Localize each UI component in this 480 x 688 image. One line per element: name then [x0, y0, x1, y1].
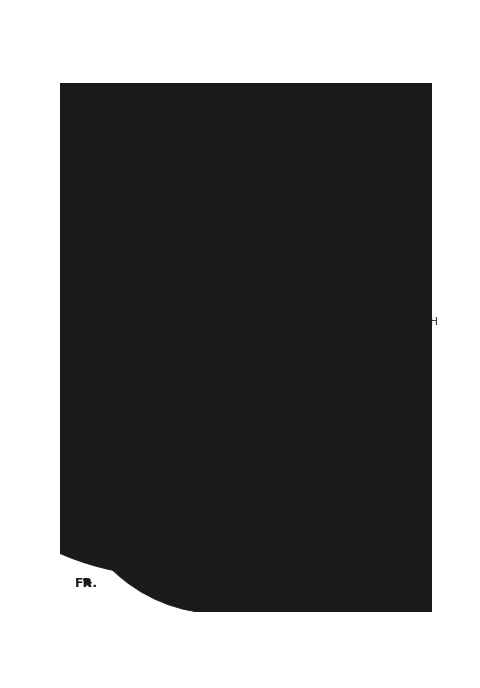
- Circle shape: [191, 167, 480, 506]
- Text: 1152AA: 1152AA: [85, 289, 126, 299]
- Polygon shape: [138, 316, 356, 329]
- Circle shape: [13, 92, 292, 369]
- Ellipse shape: [178, 361, 184, 365]
- Circle shape: [0, 142, 295, 451]
- Text: 22124B: 22124B: [163, 331, 204, 341]
- Ellipse shape: [210, 239, 215, 244]
- Polygon shape: [83, 579, 89, 586]
- Ellipse shape: [214, 362, 218, 365]
- Circle shape: [154, 155, 464, 463]
- Ellipse shape: [213, 361, 219, 365]
- Text: 1430JK: 1430JK: [156, 189, 192, 199]
- Text: 22126C: 22126C: [204, 313, 245, 323]
- Text: 21713A: 21713A: [316, 383, 356, 393]
- Ellipse shape: [277, 239, 281, 244]
- Circle shape: [15, 220, 325, 528]
- Text: 1170AA: 1170AA: [271, 469, 312, 479]
- Text: FR.: FR.: [75, 577, 98, 590]
- Circle shape: [38, 39, 480, 579]
- Polygon shape: [138, 329, 339, 422]
- Ellipse shape: [249, 361, 254, 365]
- Ellipse shape: [284, 361, 290, 365]
- Circle shape: [0, 175, 348, 560]
- Ellipse shape: [211, 239, 215, 244]
- Text: 21150: 21150: [271, 447, 304, 458]
- Ellipse shape: [285, 362, 289, 365]
- Ellipse shape: [311, 239, 315, 244]
- Polygon shape: [343, 211, 358, 299]
- Ellipse shape: [220, 196, 224, 197]
- Ellipse shape: [185, 196, 190, 198]
- Ellipse shape: [288, 196, 292, 198]
- Ellipse shape: [254, 196, 258, 198]
- Text: 26350: 26350: [165, 394, 198, 405]
- Text: 1433CA: 1433CA: [90, 304, 131, 314]
- Ellipse shape: [311, 239, 315, 244]
- Circle shape: [160, 67, 480, 453]
- Polygon shape: [339, 316, 356, 422]
- Ellipse shape: [179, 362, 183, 365]
- Circle shape: [218, 136, 480, 413]
- Circle shape: [0, 37, 440, 576]
- Circle shape: [127, 332, 406, 609]
- Ellipse shape: [249, 169, 250, 170]
- Text: 1573JL: 1573JL: [298, 313, 333, 323]
- Circle shape: [165, 211, 480, 550]
- Text: 1140FH: 1140FH: [104, 373, 144, 383]
- Text: 1140FH: 1140FH: [93, 223, 132, 233]
- Ellipse shape: [154, 267, 158, 271]
- Circle shape: [159, 78, 468, 386]
- Circle shape: [64, 111, 480, 649]
- Text: 1140FZ: 1140FZ: [183, 405, 223, 416]
- Text: 1153AC: 1153AC: [165, 385, 206, 395]
- Text: 1153CB: 1153CB: [95, 270, 136, 281]
- Text: 21114: 21114: [271, 412, 304, 422]
- Polygon shape: [140, 193, 343, 211]
- Circle shape: [66, 305, 376, 614]
- Circle shape: [0, 149, 295, 456]
- Ellipse shape: [250, 362, 254, 365]
- Text: 1140HG: 1140HG: [204, 460, 247, 469]
- Text: 1573GE: 1573GE: [160, 313, 202, 323]
- Circle shape: [54, 120, 442, 506]
- Ellipse shape: [159, 243, 162, 246]
- Ellipse shape: [158, 242, 163, 246]
- Ellipse shape: [244, 239, 248, 244]
- Bar: [110, 138, 393, 551]
- Ellipse shape: [155, 268, 157, 270]
- Text: 10519: 10519: [204, 100, 237, 110]
- Circle shape: [14, 153, 324, 461]
- Text: 1140HH: 1140HH: [396, 317, 439, 327]
- Text: 1140FF: 1140FF: [316, 413, 354, 423]
- Ellipse shape: [186, 196, 189, 197]
- Ellipse shape: [277, 239, 282, 244]
- Text: 1140HK: 1140HK: [204, 469, 245, 479]
- Text: 1430JF: 1430JF: [319, 230, 354, 239]
- Text: 21156A: 21156A: [264, 155, 304, 165]
- Ellipse shape: [220, 196, 224, 198]
- Text: 21100: 21100: [196, 127, 228, 136]
- Ellipse shape: [288, 196, 291, 197]
- Text: 21124: 21124: [372, 265, 406, 275]
- Text: 1433CA: 1433CA: [103, 363, 144, 373]
- Text: 92756C: 92756C: [237, 314, 277, 324]
- Circle shape: [26, 179, 336, 487]
- Polygon shape: [140, 211, 343, 279]
- Ellipse shape: [244, 239, 248, 244]
- Ellipse shape: [254, 196, 258, 197]
